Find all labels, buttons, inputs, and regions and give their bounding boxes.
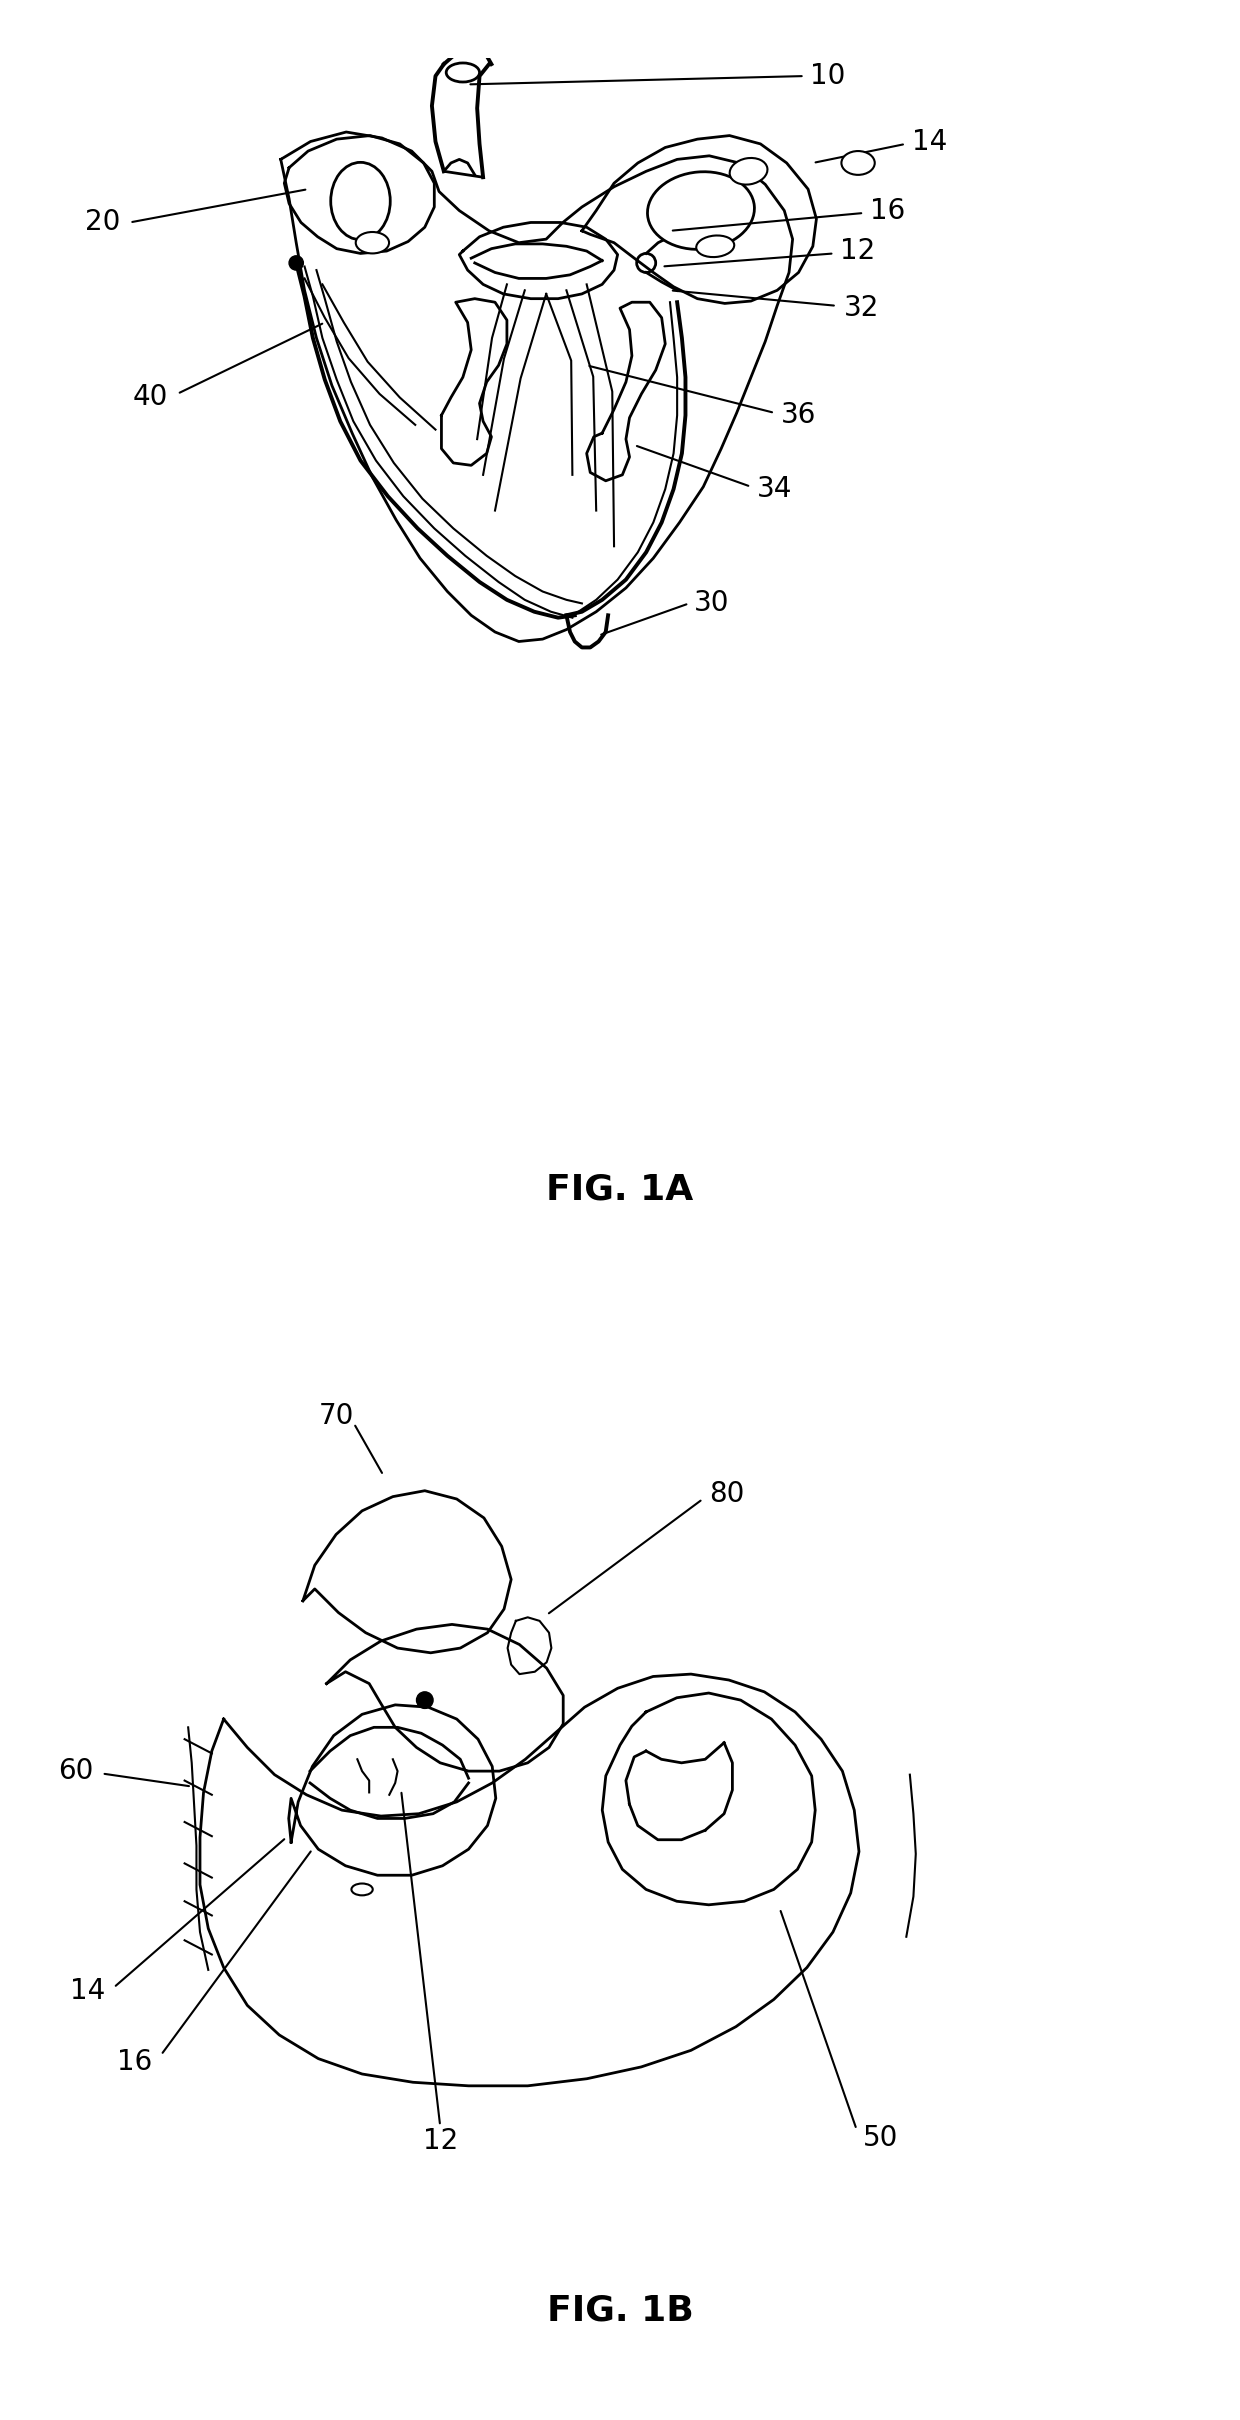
Text: 20: 20: [84, 208, 120, 237]
Circle shape: [417, 1692, 433, 1709]
Text: 14: 14: [71, 1977, 105, 2006]
Text: 36: 36: [781, 402, 816, 428]
Ellipse shape: [446, 63, 480, 82]
Text: FIG. 1A: FIG. 1A: [547, 1171, 693, 1205]
Circle shape: [289, 257, 304, 271]
Text: FIG. 1B: FIG. 1B: [547, 2294, 693, 2328]
Text: 60: 60: [58, 1757, 93, 1786]
Text: 10: 10: [811, 63, 846, 90]
Ellipse shape: [696, 235, 734, 257]
Text: 16: 16: [118, 2047, 153, 2076]
Ellipse shape: [351, 1883, 373, 1895]
Text: 70: 70: [319, 1401, 353, 1430]
Text: 80: 80: [709, 1481, 744, 1508]
Text: 34: 34: [756, 474, 792, 503]
Ellipse shape: [729, 157, 768, 184]
Text: 30: 30: [694, 590, 729, 617]
Text: 32: 32: [843, 295, 879, 322]
Text: 50: 50: [863, 2125, 898, 2151]
Text: 40: 40: [133, 382, 167, 411]
Ellipse shape: [842, 150, 874, 174]
Text: 14: 14: [911, 128, 947, 155]
Ellipse shape: [331, 162, 391, 240]
Ellipse shape: [356, 232, 389, 254]
Text: 12: 12: [423, 2127, 458, 2156]
Ellipse shape: [647, 172, 754, 249]
Text: 16: 16: [870, 196, 905, 225]
Text: 12: 12: [841, 237, 875, 266]
